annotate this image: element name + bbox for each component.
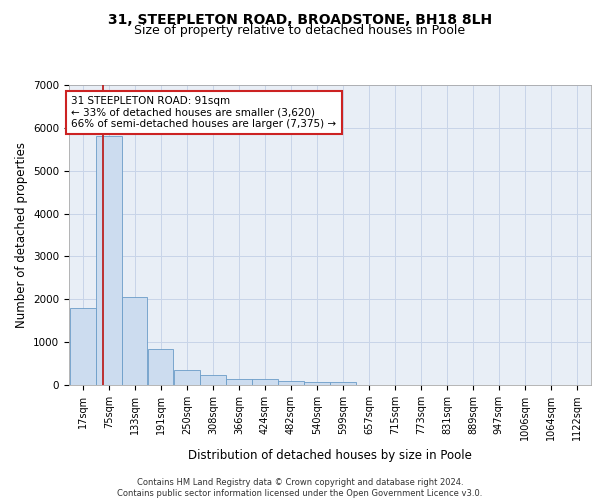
Bar (148, 349, 173, 385)
Bar (96, 136, 122, 385)
Bar (304, 382, 329, 385)
Bar (200, 375, 226, 385)
Bar (70, 308, 95, 385)
Text: 31 STEEPLETON ROAD: 91sqm
← 33% of detached houses are smaller (3,620)
66% of se: 31 STEEPLETON ROAD: 91sqm ← 33% of detac… (71, 96, 337, 129)
X-axis label: Distribution of detached houses by size in Poole: Distribution of detached houses by size … (188, 448, 472, 462)
Text: Size of property relative to detached houses in Poole: Size of property relative to detached ho… (134, 24, 466, 37)
Text: Contains HM Land Registry data © Crown copyright and database right 2024.
Contai: Contains HM Land Registry data © Crown c… (118, 478, 482, 498)
Bar (331, 382, 356, 385)
Bar (122, 296, 148, 385)
Bar (175, 370, 200, 385)
Bar (278, 381, 304, 385)
Y-axis label: Number of detached properties: Number of detached properties (14, 142, 28, 328)
Bar (252, 380, 278, 385)
Text: 31, STEEPLETON ROAD, BROADSTONE, BH18 8LH: 31, STEEPLETON ROAD, BROADSTONE, BH18 8L… (108, 12, 492, 26)
Bar (226, 379, 251, 385)
